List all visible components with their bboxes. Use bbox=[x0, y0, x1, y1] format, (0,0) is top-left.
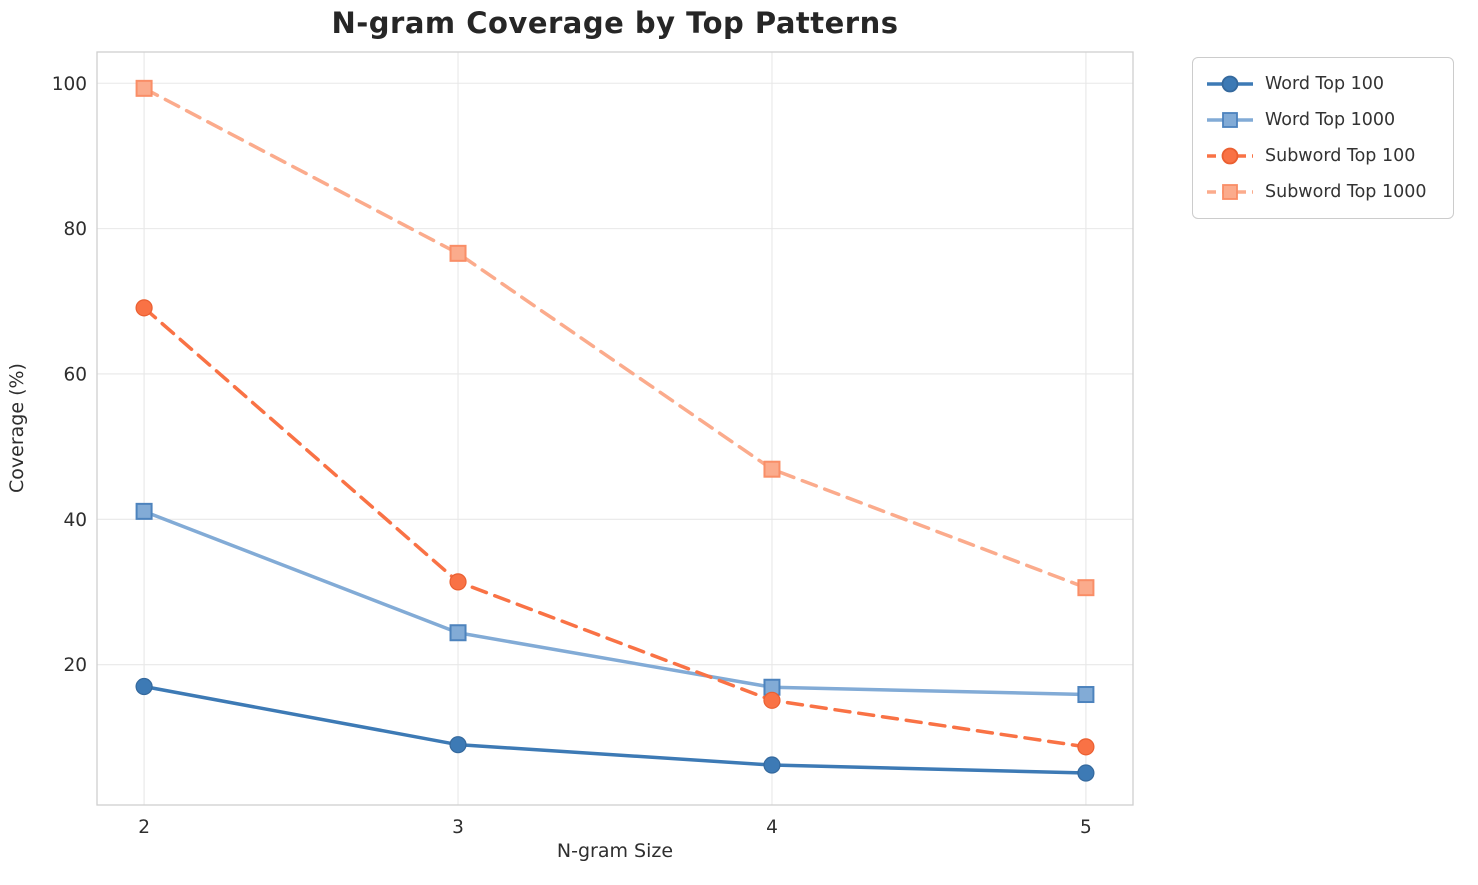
x-tick-label: 5 bbox=[1080, 817, 1092, 838]
plot-border bbox=[96, 51, 1134, 806]
chart-title: N-gram Coverage by Top Patterns bbox=[331, 6, 899, 40]
circle-marker-icon bbox=[1221, 147, 1239, 165]
data-point-marker bbox=[763, 691, 781, 709]
x-tick-label: 3 bbox=[452, 817, 464, 838]
data-point-marker bbox=[135, 677, 153, 696]
y-tick-label: 20 bbox=[63, 655, 87, 676]
legend-swatch bbox=[1207, 147, 1253, 165]
y-tick-label: 60 bbox=[63, 364, 87, 385]
data-point-marker bbox=[135, 79, 153, 97]
series-line bbox=[142, 509, 1088, 697]
data-point-marker bbox=[449, 573, 467, 591]
legend-item: Subword Top 1000 bbox=[1205, 176, 1437, 208]
series-line bbox=[142, 86, 1088, 590]
square-marker-icon bbox=[1222, 184, 1238, 200]
y-tick-label: 80 bbox=[63, 219, 87, 240]
square-marker-icon bbox=[1222, 112, 1238, 128]
legend-item: Word Top 1000 bbox=[1205, 104, 1437, 136]
legend-item: Subword Top 100 bbox=[1205, 140, 1437, 172]
data-point-marker bbox=[763, 460, 781, 478]
x-axis-label: N-gram Size bbox=[556, 840, 674, 862]
legend-swatch bbox=[1207, 184, 1253, 200]
data-point-marker bbox=[449, 244, 467, 262]
data-point-marker bbox=[763, 756, 781, 774]
series-line bbox=[142, 684, 1088, 775]
x-tick-label: 2 bbox=[138, 817, 150, 838]
data-point-marker bbox=[1077, 738, 1095, 756]
data-point-marker bbox=[135, 502, 153, 520]
circle-marker-icon bbox=[1221, 75, 1239, 93]
legend-label: Subword Top 1000 bbox=[1265, 182, 1427, 202]
legend: Word Top 100 Word Top 1000 Subword Top 100… bbox=[1192, 57, 1454, 219]
data-point-marker bbox=[135, 299, 153, 317]
legend-label: Word Top 100 bbox=[1265, 74, 1385, 94]
legend-label: Subword Top 100 bbox=[1265, 146, 1416, 166]
data-point-marker bbox=[1077, 764, 1095, 782]
y-tick-label: 100 bbox=[52, 74, 87, 95]
series-line bbox=[142, 306, 1088, 749]
legend-swatch bbox=[1207, 75, 1253, 93]
data-point-marker bbox=[1077, 686, 1095, 704]
data-point-marker bbox=[449, 624, 467, 642]
y-axis-label: Coverage (%) bbox=[6, 363, 28, 493]
data-point-marker bbox=[449, 736, 467, 754]
legend-item: Word Top 100 bbox=[1205, 68, 1437, 100]
legend-swatch bbox=[1207, 112, 1253, 128]
legend-label: Word Top 1000 bbox=[1265, 110, 1396, 130]
y-tick-label: 40 bbox=[63, 510, 87, 531]
x-tick-label: 4 bbox=[766, 817, 778, 838]
data-point-marker bbox=[1077, 579, 1095, 597]
